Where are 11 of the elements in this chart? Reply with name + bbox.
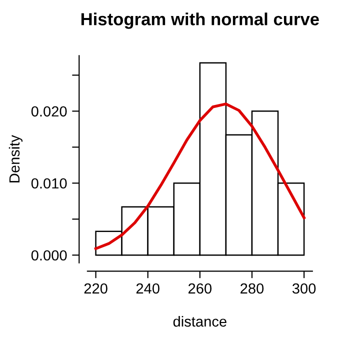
x-tick-label: 240 — [136, 283, 160, 294]
x-tick-label: 280 — [240, 283, 264, 294]
y-tick-label: 0.020 — [31, 106, 67, 117]
x-tick-label: 260 — [188, 283, 212, 294]
y-axis-title: Density — [8, 134, 23, 182]
chart-title: Histogram with normal curve — [81, 12, 319, 29]
x-tick-label: 300 — [292, 283, 316, 294]
y-tick-label: 0.010 — [31, 178, 67, 189]
y-tick-label: 0.000 — [31, 250, 67, 261]
x-axis-title: distance — [173, 316, 226, 327]
x-tick-label: 220 — [84, 283, 108, 294]
